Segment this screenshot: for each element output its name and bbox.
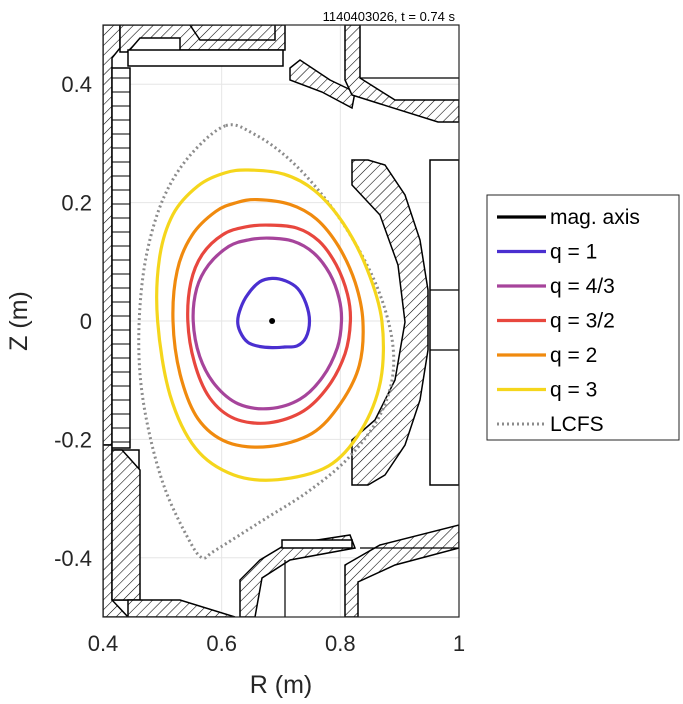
series-q-3: [155, 168, 385, 482]
y-tick-label: 0.2: [61, 191, 92, 216]
legend-label: mag. axis: [550, 206, 640, 229]
plot-title: 1140403026, t = 0.74 s: [323, 9, 456, 24]
legend: mag. axis q = 1 q = 4/3 q = 3/2 q = 2 q = 3 LC…: [486, 194, 680, 441]
upper-tiles: [127, 49, 284, 67]
series-q-4-3: [191, 236, 344, 411]
vessel-wall-structure: [103, 25, 459, 617]
upper-baffle: [289, 59, 356, 110]
inner-wall-lower: [103, 444, 130, 617]
series-q-1: [236, 276, 312, 350]
legend-label: q = 1: [550, 241, 597, 264]
magnetic-axis-point: [269, 318, 276, 324]
legend-label: q = 4/3: [550, 275, 615, 298]
inner-tiles: [111, 67, 131, 449]
series-q-3-2: [186, 223, 353, 425]
x-tick-label: 0.4: [88, 631, 119, 656]
outer-port-box: [429, 159, 459, 486]
magnetic-axis-marker: [269, 318, 276, 324]
lower-plate: [127, 599, 236, 617]
flux-surface-curves: [137, 123, 396, 560]
legend-label: q = 3/2: [550, 310, 615, 333]
y-axis-label: Z (m): [5, 291, 33, 351]
tick-labels: 0.4 0.6 0.8 1 0.4 0.2 0 -0.2 -0.4: [54, 72, 465, 656]
outer-limiter: [351, 159, 429, 486]
y-tick-label: 0.4: [61, 72, 92, 97]
lower-left-block: [111, 449, 141, 601]
plot-frame: [102, 24, 460, 618]
upper-right-port: [344, 25, 459, 123]
y-tick-label: 0: [80, 309, 92, 334]
x-axis-label: R (m): [250, 671, 312, 699]
legend-label: q = 3: [550, 379, 597, 402]
lower-baffle: [281, 539, 353, 549]
legend-box: [486, 194, 680, 441]
x-tick-label: 1: [453, 631, 465, 656]
legend-label: LCFS: [550, 413, 604, 436]
y-tick-label: -0.4: [54, 546, 92, 571]
series-q-2: [171, 197, 365, 449]
lower-right-port: [344, 524, 459, 617]
x-tick-label: 0.6: [206, 631, 237, 656]
upper-plate: [189, 25, 276, 41]
y-tick-label: -0.2: [54, 427, 92, 452]
legend-label: q = 2: [550, 344, 597, 367]
x-tick-label: 0.8: [325, 631, 356, 656]
